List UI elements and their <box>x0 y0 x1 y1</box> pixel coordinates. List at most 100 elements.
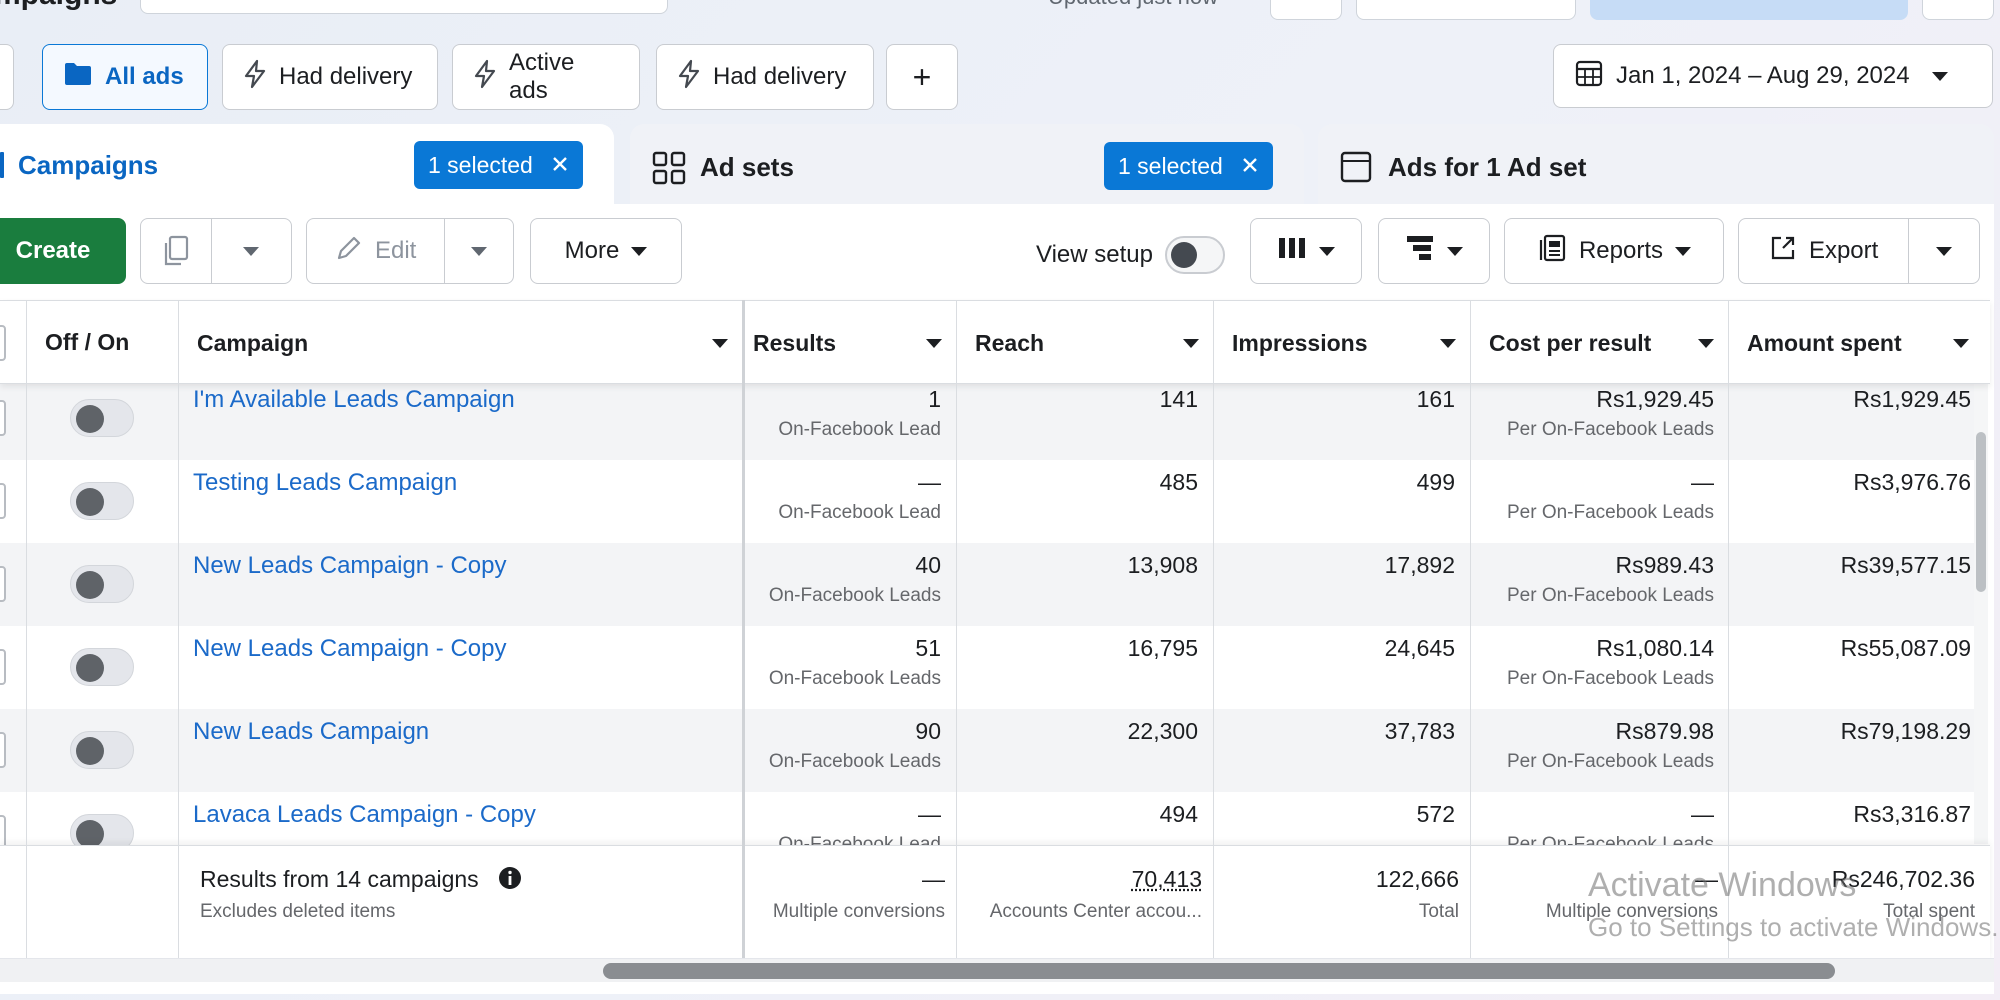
view-setup-toggle[interactable] <box>1164 236 1225 274</box>
tab-campaigns[interactable]: Campaigns 1 selected <box>0 124 614 206</box>
selected-pill-campaigns[interactable]: 1 selected <box>414 141 583 189</box>
ad-sets-icon <box>652 151 686 192</box>
row-checkbox[interactable] <box>0 483 6 519</box>
vertical-scroll-thumb[interactable] <box>1976 432 1986 592</box>
more-actions-button[interactable] <box>1922 0 1994 20</box>
table-row[interactable]: New Leads Campaign - Copy 40 On-Facebook… <box>0 543 1975 626</box>
selected-pill-ad-sets[interactable]: 1 selected <box>1104 142 1273 190</box>
close-icon[interactable] <box>551 152 569 179</box>
columns-button[interactable] <box>1250 218 1362 284</box>
spent-value: Rs55,087.09 <box>1840 635 1971 661</box>
filter-chip-active-ads[interactable]: Active ads <box>452 44 640 110</box>
discard-drafts-button[interactable] <box>1356 0 1576 20</box>
results-type: On-Facebook Leads <box>768 668 941 689</box>
campaign-name-link[interactable]: I'm Available Leads Campaign <box>193 386 515 413</box>
spent-value: Rs79,198.29 <box>1840 718 1971 744</box>
results-type: On-Facebook Leads <box>768 585 941 606</box>
duplicate-dropdown[interactable] <box>212 246 291 256</box>
reports-button[interactable]: Reports <box>1504 218 1724 284</box>
impressions-value: 499 <box>1416 469 1455 495</box>
edit-dropdown[interactable] <box>445 246 513 256</box>
filter-chip-all-ads[interactable]: All ads <box>42 44 208 110</box>
totals-cost: — <box>1695 866 1718 892</box>
selected-count: 1 selected <box>1118 152 1223 179</box>
table-row[interactable]: Lavaca Leads Campaign - Copy — On-Facebo… <box>0 792 1975 845</box>
col-off-on[interactable]: Off / On <box>45 301 175 385</box>
campaign-toggle[interactable] <box>70 482 134 520</box>
impressions-value: 161 <box>1416 386 1455 412</box>
export-dropdown[interactable] <box>1909 246 1979 256</box>
row-checkbox[interactable] <box>0 815 6 845</box>
campaign-name-link[interactable]: New Leads Campaign - Copy <box>193 635 507 662</box>
col-label: Campaign <box>197 329 309 356</box>
campaign-name-link[interactable]: Testing Leads Campaign <box>193 469 458 496</box>
campaign-name-link[interactable]: New Leads Campaign <box>193 718 430 745</box>
totals-spent: Rs246,702.36 <box>1831 866 1975 892</box>
chevron-down-icon <box>926 339 942 348</box>
cost-value: Rs1,080.14 <box>1596 635 1714 661</box>
table-row[interactable]: New Leads Campaign 90 On-Facebook Leads … <box>0 709 1975 792</box>
table-row[interactable]: New Leads Campaign - Copy 51 On-Facebook… <box>0 626 1975 709</box>
reach-value: 22,300 <box>1127 718 1198 744</box>
campaign-toggle[interactable] <box>70 731 134 769</box>
chevron-down-icon <box>1675 246 1692 256</box>
lightning-icon <box>243 59 267 96</box>
row-checkbox[interactable] <box>0 400 6 436</box>
impressions-value: 24,645 <box>1384 635 1455 661</box>
create-button[interactable]: Create <box>0 218 126 284</box>
horizontal-scroll-thumb[interactable] <box>603 963 1835 979</box>
col-amount-spent[interactable]: Amount spent <box>1747 301 1983 385</box>
row-checkbox[interactable] <box>0 732 6 768</box>
ad-icon <box>1340 151 1372 190</box>
col-impressions[interactable]: Impressions <box>1232 301 1470 385</box>
tab-ad-sets[interactable]: Ad sets 1 selected <box>630 124 1304 206</box>
export-button[interactable]: Export <box>1739 234 1908 269</box>
cost-value: — <box>1691 469 1714 495</box>
campaign-name-link[interactable]: New Leads Campaign - Copy <box>193 552 507 579</box>
table-row[interactable]: Testing Leads Campaign — On-Facebook Lea… <box>0 460 1975 543</box>
campaign-toggle[interactable] <box>70 399 134 437</box>
row-checkbox[interactable] <box>0 566 6 602</box>
col-campaign[interactable]: Campaign <box>197 301 742 385</box>
breakdown-button[interactable] <box>1378 218 1490 284</box>
col-results[interactable]: Results <box>753 301 956 385</box>
edit-button-group[interactable]: Edit <box>306 218 514 284</box>
campaign-folder-icon <box>0 152 4 178</box>
tab-label: Ads for 1 Ad set <box>1388 152 1587 182</box>
totals-results: — <box>922 866 945 892</box>
tab-ads[interactable]: Ads for 1 Ad set <box>1318 124 1994 206</box>
refresh-button[interactable] <box>1270 0 1342 20</box>
totals-reach[interactable]: 70,413 <box>1131 866 1202 892</box>
chevron-down-icon <box>1183 339 1199 348</box>
col-cost-per-result[interactable]: Cost per result <box>1489 301 1728 385</box>
cost-value: Rs1,929.45 <box>1596 386 1714 412</box>
close-icon[interactable] <box>1241 153 1259 180</box>
cost-type: Per On-Facebook Leads <box>1506 585 1714 606</box>
chevron-down-icon <box>1447 246 1463 256</box>
campaign-toggle[interactable] <box>70 648 134 686</box>
more-button[interactable]: More <box>530 218 682 284</box>
duplicate-icon[interactable] <box>141 235 211 267</box>
campaign-toggle[interactable] <box>70 814 134 845</box>
review-publish-button[interactable] <box>1590 0 1908 20</box>
select-all-checkbox[interactable] <box>0 301 26 385</box>
edit-button[interactable]: Edit <box>307 234 444 269</box>
more-label: More <box>564 237 620 264</box>
results-type: On-Facebook Lead <box>778 419 941 440</box>
date-range-picker[interactable]: Jan 1, 2024 – Aug 29, 2024 <box>1553 44 1993 108</box>
row-checkbox[interactable] <box>0 649 6 685</box>
impressions-value: 17,892 <box>1384 552 1455 578</box>
add-filter-button[interactable]: + <box>886 44 958 110</box>
campaign-toggle[interactable] <box>70 565 134 603</box>
filter-chip-prev[interactable] <box>0 44 14 110</box>
table-row[interactable]: I'm Available Leads Campaign 1 On-Facebo… <box>0 384 1975 460</box>
info-icon[interactable] <box>498 866 522 895</box>
search-input[interactable] <box>140 0 668 14</box>
campaign-name-link[interactable]: Lavaca Leads Campaign - Copy <box>193 801 536 828</box>
col-reach[interactable]: Reach <box>975 301 1213 385</box>
filter-chip-had-delivery-2[interactable]: Had delivery <box>656 44 874 110</box>
duplicate-button-group[interactable] <box>140 218 292 284</box>
filter-chip-had-delivery[interactable]: Had delivery <box>222 44 438 110</box>
export-button-group[interactable]: Export <box>1738 218 1980 284</box>
view-setup[interactable]: View setup <box>1036 236 1225 274</box>
